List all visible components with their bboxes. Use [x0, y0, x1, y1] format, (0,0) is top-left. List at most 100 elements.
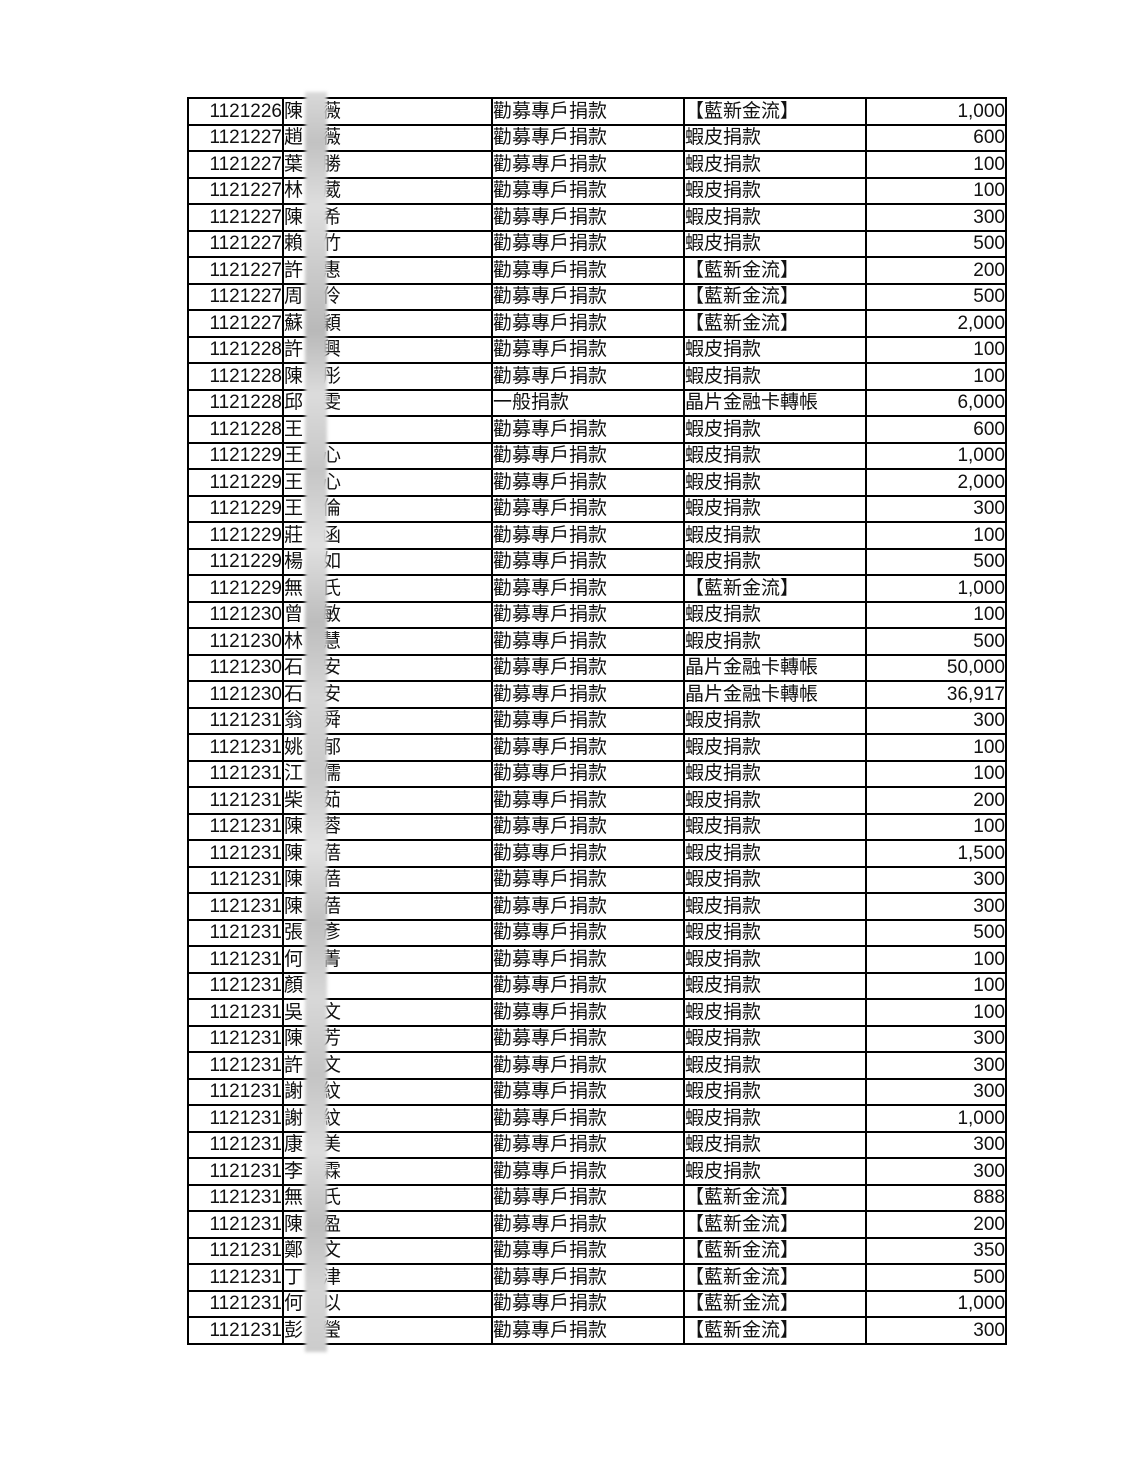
- date-cell: 1121231: [187, 1157, 284, 1186]
- date-cell: 1121227: [187, 309, 284, 338]
- amount-cell: 500: [865, 229, 1007, 258]
- amount-cell: 100: [865, 971, 1007, 1000]
- donation-type-cell: 勸募專戶捐款: [491, 998, 685, 1027]
- amount-cell: 300: [865, 203, 1007, 232]
- donation-type-cell: 勸募專戶捐款: [491, 865, 685, 894]
- date-cell: 1121227: [187, 176, 284, 205]
- payment-method-cell: 【藍新金流】: [683, 282, 867, 311]
- donation-type-cell: 勸募專戶捐款: [491, 309, 685, 338]
- table-row: 1121231 陳 蓓 勸募專戶捐款 蝦皮捐款 300: [187, 865, 1007, 894]
- donation-type-cell: 勸募專戶捐款: [491, 1077, 685, 1106]
- amount-cell: 1,500: [865, 839, 1007, 868]
- amount-cell: 50,000: [865, 653, 1007, 682]
- payment-method-cell: 【藍新金流】: [683, 309, 867, 338]
- payment-method-cell: 蝦皮捐款: [683, 706, 867, 735]
- date-cell: 1121228: [187, 415, 284, 444]
- date-cell: 1121231: [187, 1024, 284, 1053]
- date-cell: 1121231: [187, 1236, 284, 1265]
- donation-type-cell: 勸募專戶捐款: [491, 1024, 685, 1053]
- table-row: 1121228 王 勸募專戶捐款 蝦皮捐款 600: [187, 415, 1007, 444]
- date-cell: 1121230: [187, 627, 284, 656]
- date-cell: 1121230: [187, 680, 284, 709]
- amount-cell: 350: [865, 1236, 1007, 1265]
- date-cell: 1121230: [187, 653, 284, 682]
- date-cell: 1121231: [187, 1210, 284, 1239]
- date-cell: 1121227: [187, 150, 284, 179]
- date-cell: 1121231: [187, 812, 284, 841]
- amount-cell: 100: [865, 812, 1007, 841]
- payment-method-cell: 蝦皮捐款: [683, 1104, 867, 1133]
- payment-method-cell: 蝦皮捐款: [683, 362, 867, 391]
- amount-cell: 100: [865, 176, 1007, 205]
- payment-method-cell: 【藍新金流】: [683, 1289, 867, 1318]
- payment-method-cell: 蝦皮捐款: [683, 627, 867, 656]
- payment-method-cell: 蝦皮捐款: [683, 335, 867, 364]
- date-cell: 1121230: [187, 600, 284, 629]
- date-cell: 1121226: [187, 97, 284, 126]
- table-row: 1121231 柴 茹 勸募專戶捐款 蝦皮捐款 200: [187, 786, 1007, 815]
- donation-type-cell: 勸募專戶捐款: [491, 574, 685, 603]
- table-row: 1121230 林 慧 勸募專戶捐款 蝦皮捐款 500: [187, 627, 1007, 656]
- donation-type-cell: 勸募專戶捐款: [491, 521, 685, 550]
- date-cell: 1121227: [187, 123, 284, 152]
- payment-method-cell: 【藍新金流】: [683, 97, 867, 126]
- donation-type-cell: 勸募專戶捐款: [491, 97, 685, 126]
- amount-cell: 100: [865, 733, 1007, 762]
- payment-method-cell: 蝦皮捐款: [683, 150, 867, 179]
- payment-method-cell: 蝦皮捐款: [683, 547, 867, 576]
- amount-cell: 1,000: [865, 1289, 1007, 1318]
- payment-method-cell: 蝦皮捐款: [683, 839, 867, 868]
- donation-type-cell: 勸募專戶捐款: [491, 971, 685, 1000]
- table-row: 1121230 石 安 勸募專戶捐款 晶片金融卡轉帳 36,917: [187, 680, 1007, 709]
- date-cell: 1121231: [187, 971, 284, 1000]
- donation-type-cell: 勸募專戶捐款: [491, 1157, 685, 1186]
- date-cell: 1121231: [187, 1289, 284, 1318]
- date-cell: 1121231: [187, 786, 284, 815]
- payment-method-cell: 蝦皮捐款: [683, 971, 867, 1000]
- date-cell: 1121231: [187, 998, 284, 1027]
- donation-type-cell: 勸募專戶捐款: [491, 1236, 685, 1265]
- donation-type-cell: 勸募專戶捐款: [491, 945, 685, 974]
- payment-method-cell: 蝦皮捐款: [683, 1130, 867, 1159]
- donation-type-cell: 勸募專戶捐款: [491, 203, 685, 232]
- donation-type-cell: 勸募專戶捐款: [491, 494, 685, 523]
- donation-type-cell: 勸募專戶捐款: [491, 547, 685, 576]
- amount-cell: 300: [865, 1316, 1007, 1345]
- payment-method-cell: 蝦皮捐款: [683, 123, 867, 152]
- payment-method-cell: 【藍新金流】: [683, 1236, 867, 1265]
- payment-method-cell: 晶片金融卡轉帳: [683, 653, 867, 682]
- table-row: 1121228 邱 雯 一般捐款 晶片金融卡轉帳 6,000: [187, 388, 1007, 417]
- date-cell: 1121229: [187, 494, 284, 523]
- payment-method-cell: 蝦皮捐款: [683, 176, 867, 205]
- date-cell: 1121229: [187, 521, 284, 550]
- date-cell: 1121231: [187, 892, 284, 921]
- amount-cell: 600: [865, 123, 1007, 152]
- amount-cell: 2,000: [865, 309, 1007, 338]
- payment-method-cell: 蝦皮捐款: [683, 812, 867, 841]
- donation-type-cell: 勸募專戶捐款: [491, 653, 685, 682]
- amount-cell: 100: [865, 759, 1007, 788]
- amount-cell: 100: [865, 521, 1007, 550]
- amount-cell: 888: [865, 1183, 1007, 1212]
- amount-cell: 1,000: [865, 1104, 1007, 1133]
- date-cell: 1121231: [187, 733, 284, 762]
- donation-type-cell: 勸募專戶捐款: [491, 123, 685, 152]
- date-cell: 1121231: [187, 1263, 284, 1292]
- amount-cell: 500: [865, 918, 1007, 947]
- donation-type-cell: 勸募專戶捐款: [491, 733, 685, 762]
- payment-method-cell: 蝦皮捐款: [683, 1077, 867, 1106]
- donation-type-cell: 勸募專戶捐款: [491, 256, 685, 285]
- date-cell: 1121229: [187, 441, 284, 470]
- payment-method-cell: 【藍新金流】: [683, 1263, 867, 1292]
- date-cell: 1121231: [187, 865, 284, 894]
- donation-type-cell: 勸募專戶捐款: [491, 415, 685, 444]
- amount-cell: 200: [865, 1210, 1007, 1239]
- payment-method-cell: 蝦皮捐款: [683, 786, 867, 815]
- donation-type-cell: 勸募專戶捐款: [491, 918, 685, 947]
- donation-type-cell: 勸募專戶捐款: [491, 441, 685, 470]
- amount-cell: 2,000: [865, 468, 1007, 497]
- donation-type-cell: 勸募專戶捐款: [491, 282, 685, 311]
- amount-cell: 1,000: [865, 574, 1007, 603]
- amount-cell: 100: [865, 945, 1007, 974]
- payment-method-cell: 【藍新金流】: [683, 574, 867, 603]
